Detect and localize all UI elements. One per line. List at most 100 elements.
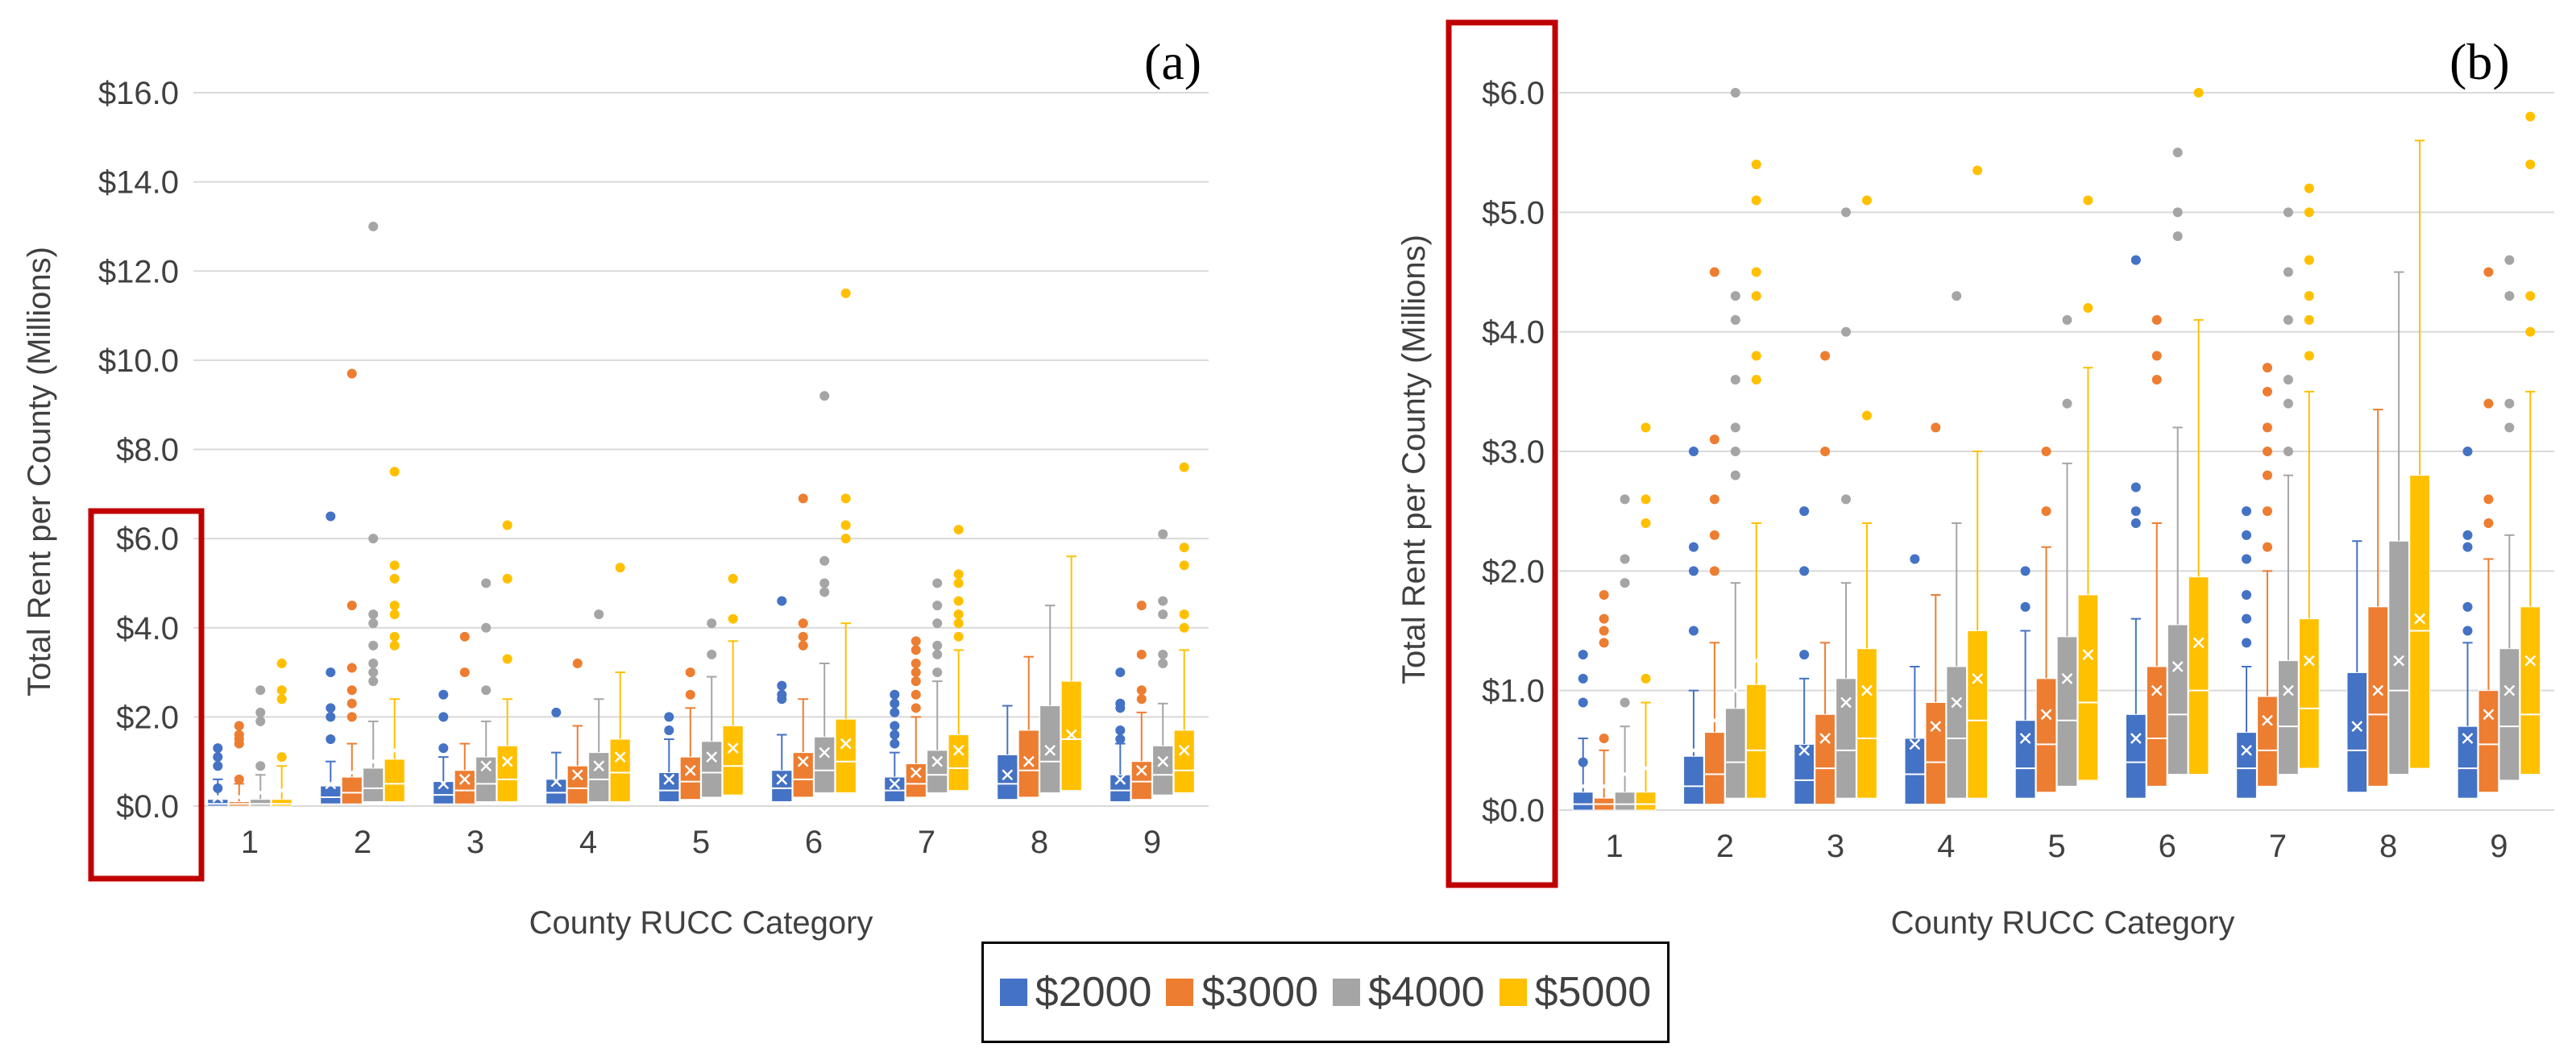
outlier-point bbox=[502, 573, 512, 584]
outlier-point bbox=[1620, 578, 1630, 588]
outlier-point bbox=[368, 640, 379, 651]
outlier-point bbox=[2062, 314, 2072, 325]
outlier-point bbox=[1688, 447, 1699, 456]
box bbox=[835, 718, 857, 793]
panel-b-gridlines bbox=[1559, 92, 2554, 811]
outlier-point bbox=[1620, 697, 1630, 708]
box bbox=[2346, 671, 2368, 793]
x-tick-label: 3 bbox=[467, 825, 484, 860]
outlier-point bbox=[1972, 165, 1983, 176]
mean-marker bbox=[840, 738, 852, 750]
outlier-point bbox=[2172, 231, 2183, 241]
outlier-point bbox=[346, 685, 357, 696]
box bbox=[1745, 684, 1767, 799]
box bbox=[433, 781, 454, 804]
outlier-point bbox=[572, 659, 583, 668]
outlier-point bbox=[1730, 422, 1740, 433]
outlier-point bbox=[326, 703, 336, 713]
outlier-point bbox=[1799, 650, 1810, 660]
mean-marker bbox=[910, 767, 922, 779]
mean-marker bbox=[2082, 649, 2094, 661]
outlier-point bbox=[2304, 291, 2314, 301]
outlier-point bbox=[1179, 560, 1189, 571]
x-tick-label: 4 bbox=[579, 825, 597, 860]
legend-item: $3000 bbox=[1166, 968, 1318, 1016]
outlier-point bbox=[2262, 363, 2272, 373]
y-tick-label: $4.0 bbox=[1482, 315, 1545, 351]
box bbox=[701, 741, 723, 798]
box bbox=[771, 770, 793, 802]
outlier-point bbox=[1709, 494, 1719, 505]
outlier-point bbox=[459, 631, 470, 642]
outlier-point bbox=[932, 649, 943, 659]
outlier-point bbox=[2483, 518, 2494, 528]
panel-a-x-ticks: 1 2 3 4 5 6 7 8 9 bbox=[241, 825, 1161, 860]
outlier-point bbox=[1136, 685, 1147, 696]
outlier-point bbox=[707, 649, 717, 659]
outlier-point bbox=[2242, 613, 2252, 624]
outlier-point bbox=[2462, 542, 2473, 552]
outlier-point bbox=[2172, 148, 2183, 158]
legend: $2000 $3000 $4000 $5000 bbox=[981, 942, 1670, 1043]
mean-marker bbox=[233, 792, 245, 803]
outlier-point bbox=[911, 667, 921, 678]
outlier-point bbox=[1599, 590, 1609, 600]
panel-a-highlight-box bbox=[88, 508, 205, 882]
outlier-point bbox=[932, 618, 943, 629]
outlier-point bbox=[234, 730, 244, 740]
outlier-point bbox=[502, 654, 512, 664]
outlier-point bbox=[1799, 506, 1810, 517]
outlier-point bbox=[664, 712, 674, 722]
outlier-point bbox=[819, 587, 830, 597]
mean-marker bbox=[2192, 637, 2205, 649]
outlier-point bbox=[798, 618, 808, 629]
outlier-point bbox=[840, 534, 851, 544]
outlier-point bbox=[819, 555, 830, 566]
outlier-point bbox=[2083, 303, 2093, 313]
outlier-point bbox=[346, 698, 357, 709]
outlier-point bbox=[1136, 601, 1147, 611]
outlier-point bbox=[685, 667, 695, 678]
box bbox=[2167, 624, 2188, 775]
outlier-point bbox=[1158, 529, 1168, 539]
outlier-point bbox=[953, 525, 964, 535]
outlier-point bbox=[389, 467, 400, 477]
x-tick-label: 8 bbox=[2379, 829, 2397, 864]
mean-marker bbox=[2040, 709, 2052, 721]
outlier-point bbox=[953, 596, 964, 606]
panel-a-y-ticks: $0.0 $2.0 $4.0 $6.0 $8.0 $10.0 $12.0 $14.0 $16.0 bbox=[98, 76, 179, 825]
mean-marker bbox=[2393, 655, 2405, 667]
legend-label: $4000 bbox=[1368, 969, 1485, 1016]
mean-marker bbox=[797, 755, 809, 767]
legend-item: $2000 bbox=[999, 968, 1152, 1016]
outlier-point bbox=[911, 636, 921, 646]
panel-a-gridlines bbox=[193, 92, 1209, 807]
outlier-point bbox=[438, 712, 449, 722]
x-tick-label: 5 bbox=[2047, 829, 2065, 864]
box bbox=[658, 772, 680, 802]
mean-marker bbox=[1044, 744, 1056, 756]
outlier-point bbox=[389, 573, 400, 584]
mean-marker bbox=[2524, 655, 2537, 667]
mean-marker bbox=[1750, 655, 1762, 667]
outlier-point bbox=[1730, 375, 1740, 385]
box bbox=[2188, 576, 2209, 775]
outlier-point bbox=[459, 667, 470, 678]
mean-marker bbox=[1861, 684, 1873, 696]
box bbox=[1614, 792, 1636, 811]
outlier-point bbox=[368, 659, 379, 668]
box bbox=[1018, 730, 1039, 798]
outlier-point bbox=[2130, 518, 2141, 528]
outlier-point bbox=[389, 560, 400, 571]
mean-marker bbox=[1930, 721, 1942, 733]
mean-marker bbox=[1708, 714, 1720, 726]
outlier-point bbox=[685, 689, 695, 700]
outlier-point bbox=[890, 738, 900, 749]
box bbox=[905, 763, 927, 798]
box bbox=[2278, 660, 2299, 775]
outlier-point bbox=[932, 601, 943, 611]
outlier-point bbox=[2193, 88, 2204, 98]
outlier-point bbox=[2262, 422, 2272, 433]
legend-label: $2000 bbox=[1035, 969, 1152, 1016]
outlier-point bbox=[1751, 351, 1761, 361]
